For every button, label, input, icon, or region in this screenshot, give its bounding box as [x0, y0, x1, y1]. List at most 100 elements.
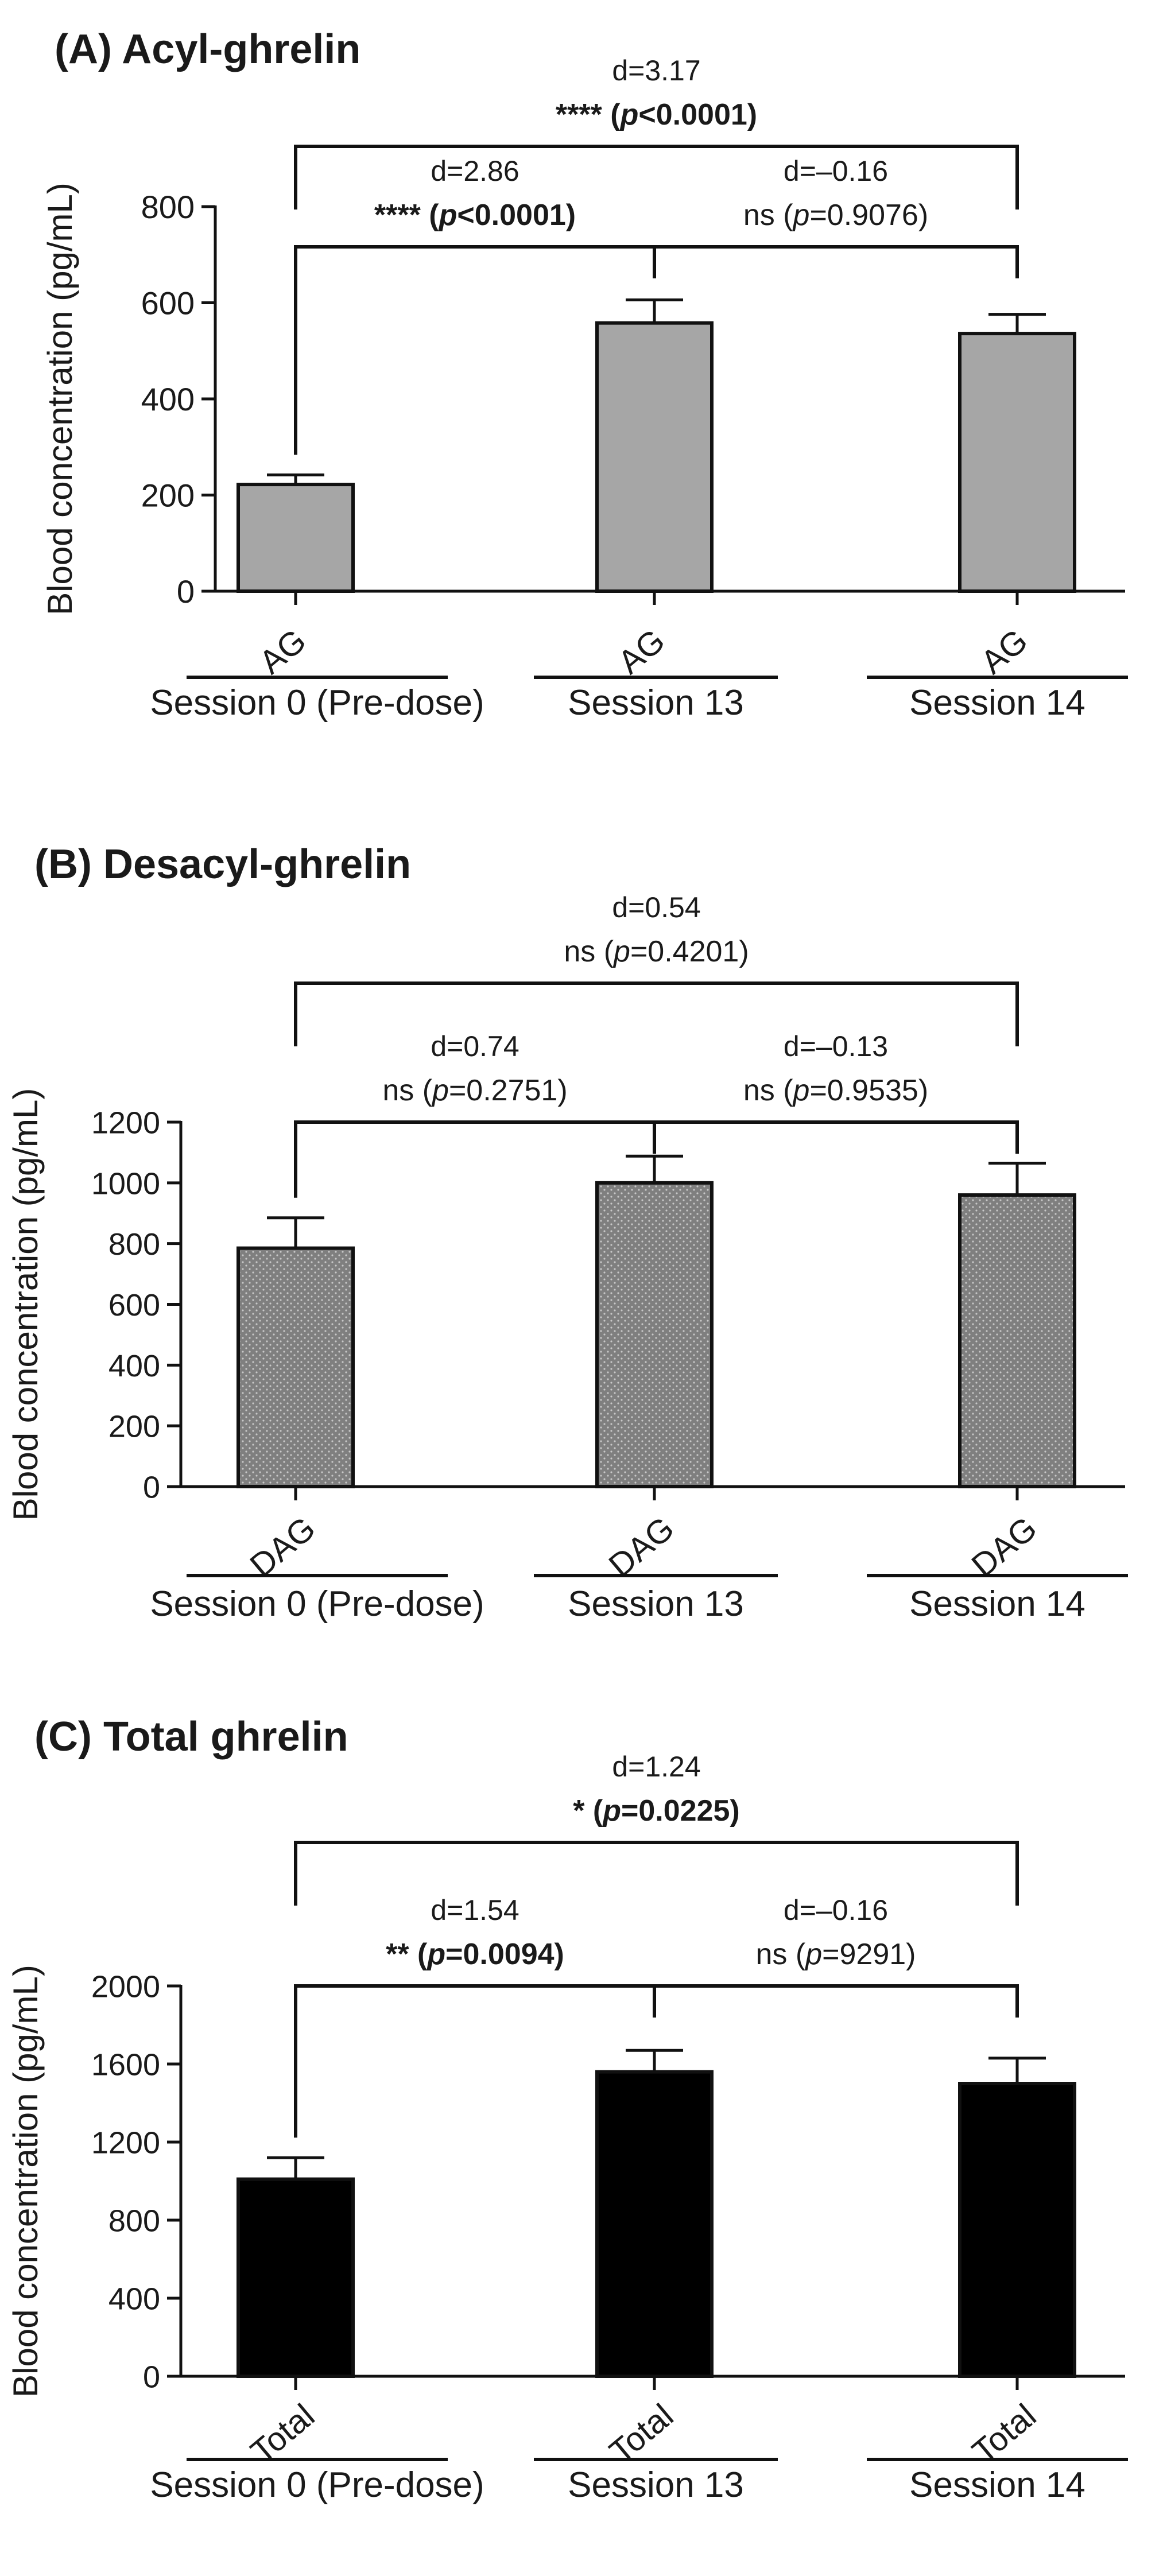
- p-open-paren: (: [593, 1794, 603, 1828]
- comparison-p-value: (p=9291): [796, 1938, 916, 1971]
- comparison-stars: ns: [743, 199, 783, 232]
- y-tick-label: 800: [141, 189, 195, 225]
- comparison-effect-size: d=0.54: [612, 891, 700, 924]
- y-tick-label: 200: [141, 478, 195, 514]
- p-symbol: p: [792, 1074, 810, 1107]
- x-category-label: AG: [252, 622, 313, 681]
- chart-title: (C) Total ghrelin: [34, 1714, 348, 1760]
- p-open-paren: (: [604, 935, 614, 968]
- comparison-p-value: (p=0.0225): [593, 1794, 740, 1828]
- comparison-p-label: ns (p=9291): [756, 1938, 916, 1971]
- p-symbol: p: [619, 98, 639, 131]
- p-open-paren: (: [796, 1938, 806, 1971]
- y-tick-label: 400: [108, 1349, 160, 1383]
- p-open-paren: (: [783, 1074, 793, 1107]
- p-symbol: p: [438, 199, 458, 232]
- y-axis-label: Blood concentration (pg/mL): [6, 1088, 45, 1521]
- group-label: Session 13: [568, 2465, 744, 2505]
- comparison-stars: *: [573, 1794, 593, 1828]
- y-tick-label: 0: [177, 573, 195, 610]
- y-tick-label: 0: [143, 2360, 160, 2394]
- chart-panel-3: (C) Total ghrelin Blood concentration (pg…: [6, 1714, 1128, 2505]
- comparison-p-value: (p=0.0094): [417, 1938, 564, 1971]
- comparison-effect-size: d=3.17: [612, 55, 700, 87]
- p-open-paren: (: [422, 1074, 433, 1107]
- comparison-effect-size: d=–0.16: [784, 1894, 888, 1926]
- p-rest: =0.2751): [449, 1074, 568, 1107]
- bar-dag-3: [958, 1193, 1076, 1488]
- bar-total-2: [595, 2070, 714, 2379]
- comparison-effect-size: d=0.74: [431, 1030, 519, 1062]
- y-tick-label: 800: [108, 1227, 160, 1262]
- p-rest: =0.9076): [809, 199, 928, 232]
- significance-bracket: [653, 245, 1019, 278]
- x-category-label: DAG: [602, 1510, 681, 1585]
- comparison-effect-size: d=–0.13: [784, 1030, 888, 1062]
- comparison-p-label: ns (p=0.2751): [382, 1074, 567, 1107]
- bar-dag-1: [236, 1246, 355, 1489]
- comparison-p-value: (p<0.0001): [610, 98, 757, 131]
- group-label: Session 0 (Pre-dose): [150, 1584, 484, 1624]
- p-symbol: p: [792, 199, 810, 232]
- p-symbol: p: [804, 1938, 822, 1971]
- y-tick-label: 800: [108, 2203, 160, 2238]
- group-label: Session 0 (Pre-dose): [150, 683, 484, 723]
- comparison-p-label: * (p=0.0225): [573, 1794, 740, 1828]
- p-open-paren: (: [429, 199, 439, 232]
- comparison-p-label: ns (p=0.4201): [564, 935, 749, 968]
- p-open-paren: (: [610, 98, 621, 131]
- y-tick-label: 1200: [91, 1105, 160, 1140]
- p-symbol: p: [602, 1794, 621, 1828]
- group-label: Session 14: [909, 1584, 1085, 1624]
- bar-total-1: [236, 2177, 355, 2379]
- chart-panel-2: (B) Desacyl-ghrelin Blood concentration (…: [6, 841, 1128, 1624]
- group-label: Session 13: [568, 1584, 744, 1624]
- comparison-p-value: (p=0.9076): [783, 199, 928, 232]
- bar-dag-2: [595, 1181, 714, 1488]
- y-tick-label: 400: [108, 2282, 160, 2316]
- x-category-label: DAG: [964, 1510, 1044, 1585]
- y-axis-label: Blood concentration (pg/mL): [6, 1965, 45, 2397]
- p-symbol: p: [431, 1074, 449, 1107]
- group-label: Session 14: [909, 683, 1085, 723]
- y-axis-label: Blood concentration (pg/mL): [41, 183, 79, 615]
- p-open-paren: (: [783, 199, 793, 232]
- p-symbol: p: [426, 1938, 445, 1971]
- y-tick-label: 0: [143, 1470, 160, 1504]
- y-tick-label: 600: [108, 1288, 160, 1322]
- comparison-effect-size: d=2.86: [431, 155, 519, 187]
- x-category-label: DAG: [243, 1510, 322, 1585]
- comparison-stars: ns: [564, 935, 603, 968]
- comparison-stars: ****: [374, 199, 429, 232]
- significance-bracket: [294, 981, 1019, 1046]
- comparison-stars: ns: [382, 1074, 422, 1107]
- significance-bracket: [294, 1841, 1019, 1906]
- group-label: Session 0 (Pre-dose): [150, 2465, 484, 2505]
- significance-bracket: [653, 1120, 1019, 1154]
- p-rest: =0.0094): [445, 1938, 564, 1971]
- comparison-p-label: ns (p=0.9535): [743, 1074, 928, 1107]
- comparison-p-value: (p<0.0001): [429, 199, 576, 232]
- y-tick-label: 200: [108, 1410, 160, 1444]
- p-rest: =9291): [822, 1938, 916, 1971]
- x-category-label: AG: [611, 622, 672, 681]
- comparison-p-label: **** (p<0.0001): [556, 98, 757, 131]
- chart-panel-1: (A) Acyl-ghrelin Blood concentration (pg/…: [41, 26, 1128, 723]
- chart-title: (B) Desacyl-ghrelin: [34, 841, 411, 887]
- comparison-p-label: ** (p=0.0094): [386, 1938, 564, 1971]
- p-rest: =0.9535): [809, 1074, 928, 1107]
- y-tick-label: 1000: [91, 1166, 160, 1201]
- comparison-p-value: (p=0.4201): [604, 935, 749, 968]
- comparison-stars: **: [386, 1938, 417, 1971]
- comparison-effect-size: d=–0.16: [784, 155, 888, 187]
- bar-total-3: [958, 2082, 1076, 2378]
- significance-bracket: [653, 1984, 1019, 2018]
- y-tick-label: 600: [141, 285, 195, 321]
- y-tick-label: 400: [141, 381, 195, 417]
- comparison-p-label: **** (p<0.0001): [374, 199, 576, 232]
- bar-ag-1: [236, 483, 355, 593]
- bar-ag-2: [595, 321, 714, 593]
- comparison-p-value: (p=0.2751): [422, 1074, 568, 1107]
